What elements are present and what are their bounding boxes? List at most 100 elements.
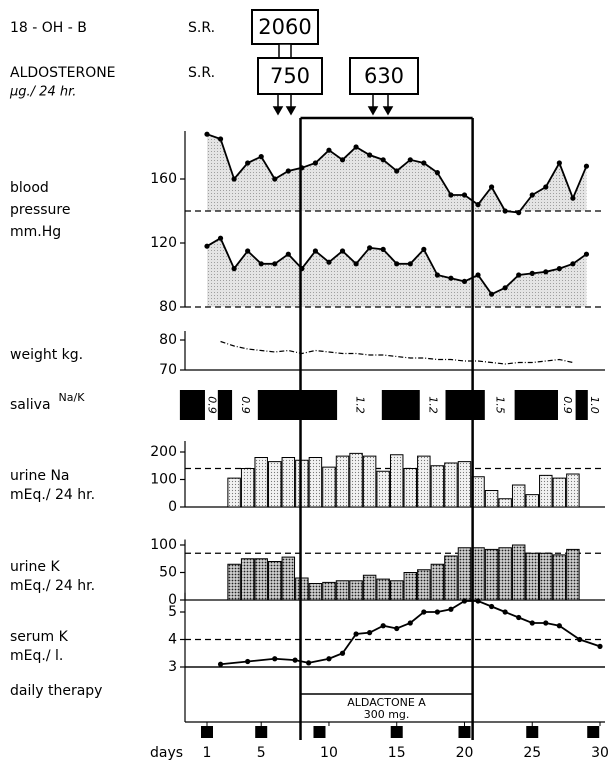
bar (308, 457, 323, 508)
ratio-label: 0.9 (561, 396, 574, 414)
bar (268, 561, 282, 601)
y-tick-label: 80 (159, 332, 177, 348)
x-tick-label: 30 (591, 745, 609, 761)
point (204, 131, 210, 137)
bar (281, 556, 296, 601)
dose-marker (390, 726, 403, 738)
point (306, 660, 312, 666)
point (570, 261, 576, 267)
dose-marker (587, 726, 600, 738)
bar (457, 461, 472, 508)
point (353, 631, 359, 637)
ratio-label: 1.2 (427, 396, 440, 414)
panel-label: mEq./ l. (10, 648, 63, 664)
point (475, 202, 481, 208)
bar (498, 498, 512, 508)
point (394, 625, 400, 632)
saliva-block (381, 390, 420, 420)
point (339, 248, 346, 254)
point (231, 176, 237, 182)
saliva-block (575, 390, 588, 420)
panel-label: urine Na (10, 468, 70, 484)
point (475, 598, 481, 604)
point (245, 160, 251, 166)
bar (376, 578, 390, 601)
bar (254, 558, 268, 601)
unit: µg./ 24 hr. (9, 85, 76, 100)
point (529, 270, 535, 276)
point (434, 609, 440, 615)
point (272, 176, 278, 182)
hormone-label: ALDOSTERONE (10, 65, 116, 81)
y-tick-label: 100 (150, 472, 177, 488)
point (488, 291, 495, 297)
point (475, 272, 481, 278)
point (583, 163, 590, 169)
method: S.R. (188, 20, 215, 36)
point (326, 656, 332, 662)
line (220, 600, 601, 666)
point (421, 609, 427, 615)
dose-marker (526, 726, 539, 738)
point (353, 144, 359, 150)
point (577, 636, 583, 643)
y-tick-label: 0 (168, 592, 177, 608)
point (258, 261, 264, 267)
ratio-label: 0.9 (239, 396, 252, 414)
point (245, 248, 251, 254)
y-tick-label: 160 (150, 171, 177, 187)
bar (444, 462, 458, 508)
point (245, 658, 251, 665)
bar (511, 544, 526, 601)
panel-label: mEq./ 24 hr. (10, 487, 95, 503)
point (421, 246, 427, 252)
panel-label: saliva (10, 397, 51, 413)
hormone-label: 18 - OH - B (10, 20, 87, 36)
point (407, 261, 413, 267)
panel-label: urine K (10, 559, 60, 575)
point (448, 275, 454, 281)
bar (539, 474, 553, 508)
ratio-label: 1.2 (353, 396, 366, 414)
point (292, 657, 298, 663)
bar (525, 552, 539, 601)
point (502, 208, 508, 214)
y-tick-label: 80 (159, 299, 177, 315)
point (339, 650, 346, 656)
point (461, 192, 468, 198)
x-tick-label: 10 (320, 745, 338, 761)
shaded-area (207, 238, 587, 307)
panel-label-superscript: Na/K (59, 391, 86, 404)
drug-name: ALDACTONE A (347, 696, 426, 709)
point (421, 160, 427, 166)
point (502, 609, 508, 615)
panel-label: pressure (10, 202, 70, 218)
panel-label: daily therapy (10, 683, 102, 699)
bar (376, 470, 390, 508)
bar (240, 558, 255, 601)
x-tick-label: 20 (456, 745, 474, 761)
arrows (272, 94, 394, 116)
point (258, 154, 264, 160)
bar (295, 459, 309, 508)
point (583, 251, 590, 257)
dose-marker (313, 726, 326, 738)
bar (362, 455, 377, 508)
bar (389, 580, 404, 601)
bar (525, 494, 539, 508)
point (448, 606, 454, 612)
point (529, 192, 535, 198)
x-axis-label: days (150, 745, 183, 761)
panel-label: blood (10, 180, 49, 196)
panel-label: mm.Hg (10, 224, 61, 240)
point (556, 266, 562, 272)
point (570, 195, 576, 201)
point (543, 184, 549, 190)
drug-dose: 300 mg. (364, 708, 410, 721)
bar (227, 563, 241, 601)
point (285, 168, 291, 174)
point (488, 184, 495, 190)
point (516, 614, 522, 621)
saliva-block (217, 390, 233, 420)
bar (335, 455, 350, 508)
